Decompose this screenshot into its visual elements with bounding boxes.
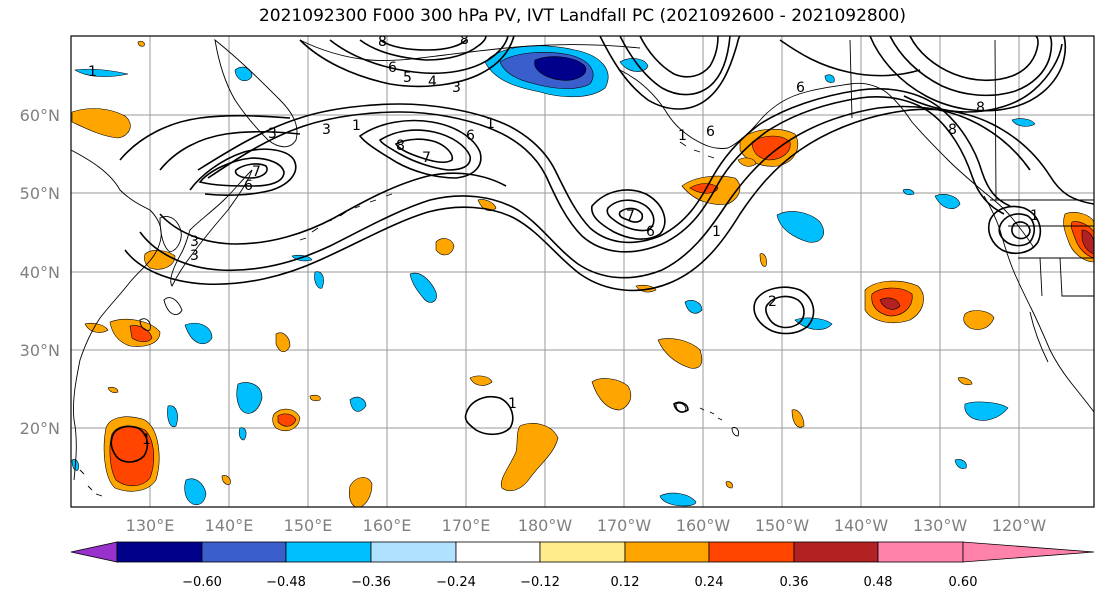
colorbar-extend-high [962, 541, 1095, 563]
colorbar [70, 541, 1095, 563]
contour-label: 6 [466, 128, 475, 144]
lon-label: 120°W [992, 516, 1047, 535]
colorbar-swatch [285, 541, 372, 563]
contour-label: 2 [768, 294, 777, 310]
colorbar-tick-label: 0.60 [949, 575, 978, 590]
colorbar-swatch [455, 541, 541, 563]
contour-label: 8 [948, 122, 957, 138]
contour-label: 3 [452, 80, 461, 96]
contour-label: 8 [460, 32, 469, 48]
colorbar-tick-label: −0.24 [436, 575, 476, 590]
colorbar-tick-label: −0.48 [266, 575, 306, 590]
colorbar-extend-low [70, 541, 118, 563]
contour-label: 4 [428, 74, 437, 90]
contour-label: 3 [190, 248, 199, 264]
lon-label: 150°E [284, 516, 333, 535]
lon-label: 170°E [442, 516, 491, 535]
colorbar-swatch [877, 541, 964, 563]
longitude-labels: 130°E 140°E 150°E 160°E 170°E 180°W 170°… [126, 516, 1047, 535]
colorbar-swatch [116, 541, 203, 563]
latitude-labels: 60°N 50°N 40°N 30°N 20°N [20, 106, 60, 438]
contour-label: 6 [646, 224, 655, 240]
colorbar-swatch [370, 541, 457, 563]
colorbar-swatch [708, 541, 795, 563]
lon-label: 130°E [126, 516, 175, 535]
lon-label: 160°E [363, 516, 412, 535]
colorbar-swatch [539, 541, 626, 563]
contour-label: 8 [976, 100, 985, 116]
colorbar-tick-labels: −0.60 −0.48 −0.36 −0.24 −0.12 0.12 0.24 … [182, 575, 977, 590]
contour-label: 7 [626, 208, 635, 224]
ivt-anomaly-fills [71, 40, 1094, 507]
lat-label: 40°N [20, 263, 60, 282]
contour-label: 1 [352, 118, 361, 134]
contour-label: 3 [268, 126, 277, 142]
colorbar-tick-label: −0.12 [520, 575, 560, 590]
colorbar-swatch [624, 541, 710, 563]
contour-label: 1 [678, 128, 687, 144]
contour-label: 6 [796, 80, 805, 96]
colorbar-swatch [793, 541, 879, 563]
contour-label: 7 [252, 164, 261, 180]
contour-label: 6 [706, 124, 715, 140]
contour-label: 8 [396, 138, 405, 154]
lon-label: 140°E [205, 516, 254, 535]
contour-label: 5 [403, 70, 412, 86]
contour-label: 3 [190, 234, 199, 250]
lat-label: 60°N [20, 106, 60, 125]
contour-labels: 8 6 5 4 3 3 1 3 6 7 8 7 6 1 3 1 6 7 6 1 … [88, 32, 1039, 448]
colorbar-tick-label: 0.36 [780, 575, 809, 590]
lon-label: 170°W [597, 516, 652, 535]
lat-label: 50°N [20, 184, 60, 203]
pv-contours [110, 36, 1094, 463]
lon-label: 180°W [518, 516, 573, 535]
contour-label: 7 [422, 150, 431, 166]
graticule [71, 36, 1094, 507]
contour-label: 1 [142, 432, 151, 448]
colorbar-tick-label: −0.60 [182, 575, 222, 590]
contour-label: 1 [508, 396, 517, 412]
contour-label: 1 [486, 116, 495, 132]
map-frame [70, 35, 1095, 508]
colorbar-swatch [201, 541, 287, 563]
lat-label: 20°N [20, 419, 60, 438]
colorbar-tick-label: 0.48 [864, 575, 893, 590]
lon-label: 150°W [755, 516, 810, 535]
lat-label: 30°N [20, 341, 60, 360]
contour-label: 1 [88, 64, 97, 80]
contour-label: 3 [322, 122, 331, 138]
contour-label: 6 [244, 178, 253, 194]
contour-label: 1 [1030, 208, 1039, 224]
map-title: 2021092300 F000 300 hPa PV, IVT Landfall… [258, 6, 906, 26]
colorbar-tick-label: 0.24 [695, 575, 724, 590]
contour-label: 8 [378, 34, 387, 50]
lon-label: 130°W [913, 516, 968, 535]
contour-label: 6 [388, 60, 397, 76]
colorbar-tick-label: 0.12 [611, 575, 640, 590]
lon-label: 160°W [676, 516, 731, 535]
coastlines [71, 38, 1094, 497]
colorbar-tick-label: −0.36 [351, 575, 391, 590]
lon-label: 140°W [834, 516, 889, 535]
contour-label: 1 [712, 224, 721, 240]
